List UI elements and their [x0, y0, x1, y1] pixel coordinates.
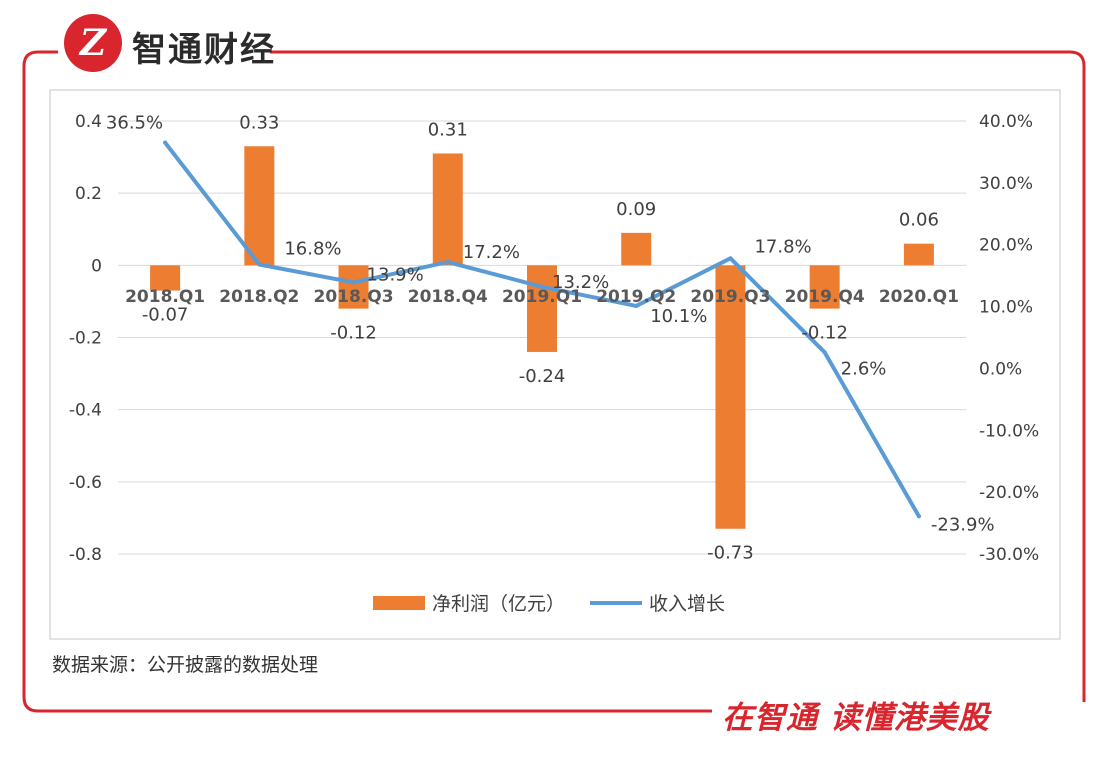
data-labels: -0.07 0.33 -0.12 0.31 -0.24 0.09 -0.73 -0.12 0.0… — [106, 112, 995, 563]
category-label: 2018.Q1 — [125, 287, 205, 307]
line-point — [445, 260, 450, 265]
bar-value-label: 0.09 — [616, 199, 656, 220]
line-point — [634, 303, 639, 308]
bar — [432, 153, 463, 266]
axis-ticks: 0.4 0.2 0 -0.2 -0.4 -0.6 -0.8 40.0% 30.0% 20.0% 10… — [69, 112, 1039, 565]
bar-value-label: 0.33 — [239, 112, 279, 133]
category-label: 2018.Q3 — [314, 287, 394, 307]
bar-value-label: -0.07 — [142, 305, 189, 326]
bar-series — [150, 146, 934, 529]
bar — [244, 146, 275, 266]
brand-slogan: 在智通 读懂港美股 — [722, 700, 990, 736]
left-tick-label: 0.4 — [75, 112, 102, 132]
category-label: 2019.Q1 — [502, 287, 582, 307]
brand-name: 智通财经 — [132, 30, 276, 70]
line-point — [540, 284, 544, 289]
right-tick-label: 10.0% — [979, 298, 1033, 318]
right-tick-label: 20.0% — [979, 236, 1033, 256]
bar-value-label: 0.06 — [899, 210, 939, 231]
line-point — [163, 140, 168, 145]
legend-bar-label: 净利润（亿元） — [432, 593, 565, 615]
line-value-label: 13.2% — [552, 272, 609, 293]
source-note: 数据来源：公开披露的数据处理 — [52, 654, 319, 676]
line-point — [728, 256, 733, 261]
left-tick-label: -0.4 — [69, 401, 102, 421]
left-tick-label: -0.6 — [69, 473, 102, 493]
line-point — [822, 350, 827, 355]
bar — [150, 265, 181, 291]
line-value-label: -23.9% — [931, 514, 995, 535]
legend-bar-swatch — [373, 596, 425, 610]
legend-line-label: 收入增长 — [649, 593, 725, 615]
category-label: 2019.Q4 — [785, 287, 865, 307]
left-tick-label: -0.2 — [69, 329, 102, 349]
bar-value-label: -0.12 — [330, 323, 377, 344]
line-value-label: 10.1% — [650, 306, 707, 327]
right-tick-label: 0.0% — [979, 359, 1022, 379]
bar-value-label: 0.31 — [428, 119, 468, 140]
brand-logo: Z — [64, 14, 122, 72]
line-value-label: 17.8% — [754, 236, 811, 257]
bar — [338, 265, 369, 309]
bar-value-label: -0.12 — [801, 323, 848, 344]
bar-value-label: -0.73 — [707, 543, 754, 564]
category-label: 2019.Q2 — [596, 287, 676, 307]
category-label: 2018.Q4 — [408, 287, 488, 307]
left-tick-label: 0.2 — [75, 184, 102, 204]
line-value-label: 36.5% — [106, 113, 163, 134]
legend: 净利润（亿元） 收入增长 — [373, 593, 725, 615]
right-tick-label: -10.0% — [979, 421, 1039, 441]
right-tick-label: 40.0% — [979, 112, 1033, 132]
category-label: 2018.Q2 — [219, 287, 299, 307]
line-value-label: 2.6% — [841, 358, 887, 379]
line-value-label: 17.2% — [463, 242, 520, 263]
bar-value-label: -0.24 — [519, 366, 566, 387]
right-tick-label: -30.0% — [979, 545, 1039, 565]
line-point — [257, 262, 262, 267]
bar — [527, 265, 557, 352]
bar — [903, 243, 934, 266]
bar — [621, 232, 652, 266]
line-point — [916, 514, 921, 519]
bar — [715, 265, 746, 529]
line-series — [163, 140, 921, 519]
line-point — [351, 280, 356, 285]
left-tick-label: -0.8 — [69, 545, 102, 565]
line-value-label: 13.9% — [367, 264, 424, 285]
category-label: 2020.Q1 — [879, 287, 959, 307]
line-value-label: 16.8% — [284, 239, 341, 260]
left-tick-label: 0 — [91, 256, 102, 276]
bar — [809, 265, 840, 309]
category-label: 2019.Q3 — [690, 287, 770, 307]
right-tick-label: -20.0% — [979, 483, 1039, 503]
right-tick-label: 30.0% — [979, 174, 1033, 194]
